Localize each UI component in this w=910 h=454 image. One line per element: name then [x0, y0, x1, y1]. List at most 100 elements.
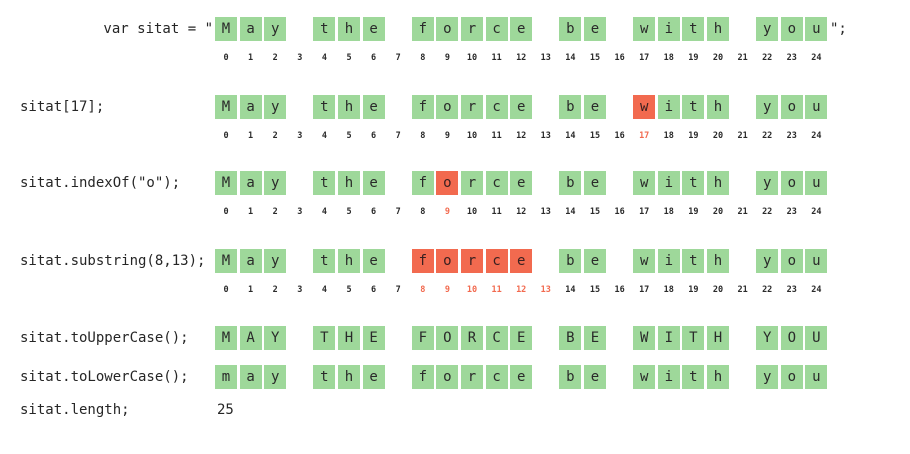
char-cell: e — [362, 95, 385, 119]
index-number: 11 — [491, 207, 502, 217]
char-cell: a — [239, 171, 262, 195]
index-number: 13 — [540, 131, 551, 141]
char-cell: f — [411, 95, 434, 119]
index-number: 16 — [614, 131, 625, 141]
char-cell: Y — [264, 326, 287, 350]
char-cell-space — [609, 95, 631, 119]
index-number: 9 — [444, 131, 450, 141]
char-cell-space — [732, 365, 754, 389]
index-number: 2 — [272, 131, 278, 141]
index-number: 11 — [491, 285, 502, 295]
char-cell-space — [732, 326, 754, 350]
index-number: 23 — [786, 285, 797, 295]
char-cell: c — [485, 365, 508, 389]
char-cell: o — [780, 17, 803, 41]
char-cell: b — [559, 17, 582, 41]
char-cell: h — [338, 171, 360, 195]
char-cell: a — [239, 249, 262, 273]
char-cell: o — [436, 95, 459, 119]
index-number: 10 — [466, 131, 478, 141]
index-number: 5 — [346, 53, 352, 63]
index-number: 21 — [737, 131, 748, 141]
char-cell: o — [436, 365, 459, 389]
char-cell: c — [485, 171, 508, 195]
char-cell-space — [387, 365, 409, 389]
char-cell: i — [657, 249, 680, 273]
index-number: 16 — [614, 207, 625, 217]
index-number: 12 — [516, 207, 527, 217]
char-cell: T — [313, 326, 336, 350]
char-cell: w — [633, 365, 656, 389]
char-cell: r — [461, 365, 483, 389]
char-cell-space — [289, 249, 311, 273]
char-cell: t — [313, 17, 336, 41]
index-number: 22 — [762, 131, 773, 141]
char-cell: w — [633, 249, 656, 273]
char-cell: h — [707, 17, 729, 41]
index-number: 1 — [248, 131, 254, 141]
row-code-1: sitat[17]; — [20, 99, 105, 115]
char-cell-space — [387, 326, 409, 350]
char-cell: e — [584, 365, 606, 389]
char-cell: c — [485, 95, 508, 119]
index-number: 3 — [297, 207, 303, 217]
char-cell-space — [387, 17, 409, 41]
index-number: 20 — [712, 53, 724, 63]
index-number: 8 — [420, 207, 426, 217]
index-number: 14 — [565, 207, 576, 217]
char-cell: t — [682, 17, 705, 41]
char-cell: y — [756, 249, 779, 273]
char-cell: M — [215, 17, 237, 41]
char-cell-space — [732, 95, 754, 119]
index-number: 2 — [272, 207, 278, 217]
char-cell: i — [657, 171, 680, 195]
char-cell: M — [215, 171, 237, 195]
char-cell: e — [584, 17, 606, 41]
index-row-3: 0 1 2 3 4 5 6 7 8 9 10 11 12 13 14 15 16 17 18 19 20 21 22 23 24 — [215, 284, 827, 296]
char-cell: y — [756, 17, 779, 41]
char-cell-space — [609, 17, 631, 41]
char-cell: o — [780, 365, 803, 389]
index-number: 5 — [346, 285, 352, 295]
char-cell: y — [756, 365, 779, 389]
char-cell-space — [535, 17, 557, 41]
index-number: 0 — [223, 53, 229, 63]
char-cell: w — [633, 171, 656, 195]
char-cell: h — [338, 249, 360, 273]
index-number: 9 — [444, 285, 450, 295]
index-number: 22 — [762, 53, 773, 63]
char-cell: y — [264, 171, 287, 195]
char-cell-space — [535, 171, 557, 195]
index-number: 0 — [223, 285, 229, 295]
index-number: 24 — [811, 207, 822, 217]
char-cell: b — [559, 249, 582, 273]
char-cell: t — [313, 249, 336, 273]
char-cell: i — [657, 17, 680, 41]
char-cell: t — [682, 249, 705, 273]
index-number: 3 — [297, 131, 303, 141]
char-cell: H — [707, 326, 729, 350]
index-number: 20 — [712, 131, 724, 141]
row-code-0: var sitat = " — [103, 21, 213, 37]
index-number: 10 — [466, 285, 478, 295]
index-number: 13 — [540, 53, 551, 63]
index-number: 10 — [466, 207, 478, 217]
row-code-3: sitat.substring(8,13); — [20, 253, 206, 269]
index-number: 11 — [491, 53, 502, 63]
char-cell: e — [362, 17, 385, 41]
char-cell: t — [313, 171, 336, 195]
char-cell: f — [411, 17, 434, 41]
index-row-0: 0 1 2 3 4 5 6 7 8 9 10 11 12 13 14 15 16 17 18 19 20 21 22 23 24 — [215, 52, 827, 64]
char-cell: M — [215, 95, 237, 119]
char-cell: b — [559, 171, 582, 195]
index-number: 18 — [663, 53, 674, 63]
char-cell: M — [215, 326, 237, 350]
index-number: 24 — [811, 131, 822, 141]
index-number: 23 — [786, 207, 797, 217]
char-cell: y — [756, 95, 779, 119]
char-cell: h — [338, 17, 360, 41]
index-number: 9 — [444, 53, 450, 63]
index-number: 17 — [639, 131, 650, 141]
char-cell: O — [780, 326, 803, 350]
